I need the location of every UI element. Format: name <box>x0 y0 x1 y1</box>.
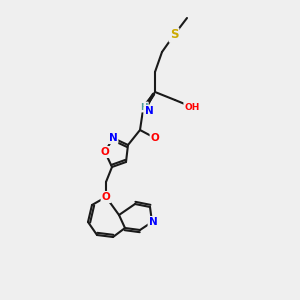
Text: O: O <box>100 147 109 157</box>
Text: O: O <box>102 192 110 202</box>
Text: H: H <box>140 103 148 112</box>
Text: OH: OH <box>184 103 200 112</box>
Text: N: N <box>148 217 158 227</box>
Text: S: S <box>170 28 178 41</box>
Polygon shape <box>141 92 155 111</box>
Text: O: O <box>151 133 159 143</box>
Text: N: N <box>109 133 117 143</box>
Text: N: N <box>145 106 153 116</box>
